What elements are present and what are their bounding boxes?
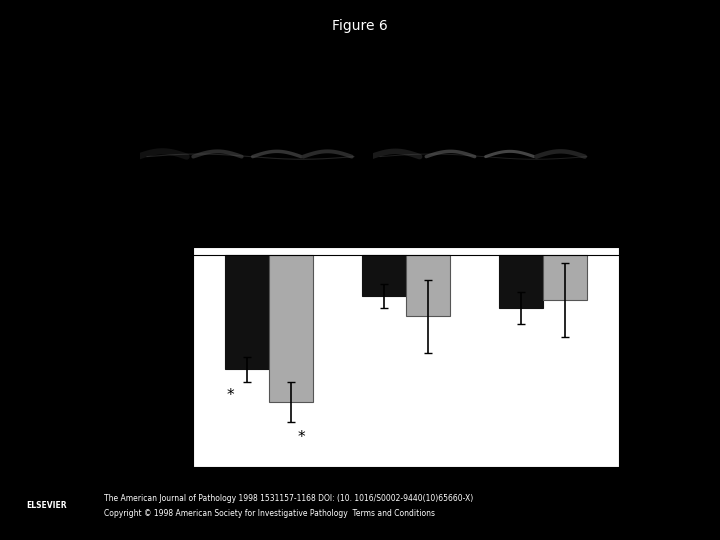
Text: *: * [298,430,305,445]
Text: COL: COL [253,123,284,137]
Text: FN: FN [319,101,336,111]
Text: a: a [137,228,149,246]
Text: FN: FN [533,123,554,137]
Text: *: * [227,388,234,403]
Text: COL: COL [438,101,463,111]
Text: COL: COL [205,101,230,111]
Text: LMN: LMN [264,101,291,111]
Text: ELSEVIER: ELSEVIER [27,501,67,510]
Text: The American Journal of Pathology 1998 1531157-1168 DOI: (10. 1016/S0002-9440(10: The American Journal of Pathology 1998 1… [104,494,474,503]
Bar [269,255,312,402]
Text: C: C [158,101,166,111]
Y-axis label: % change relative to control: % change relative to control [146,268,159,446]
Bar [362,255,406,296]
Text: b: b [370,228,382,246]
Bar [543,255,587,300]
Text: LMN: LMN [389,123,423,137]
Bar [225,255,269,369]
Text: LMN: LMN [496,101,523,111]
Text: Figure 6: Figure 6 [332,19,388,33]
Text: Copyright © 1998 American Society for Investigative Pathology  Terms and Conditi: Copyright © 1998 American Society for In… [104,509,436,518]
Text: C: C [392,101,400,111]
Bar [406,255,450,316]
Text: FN: FN [552,101,569,111]
Bar [499,255,543,308]
Text: c: c [130,457,140,475]
